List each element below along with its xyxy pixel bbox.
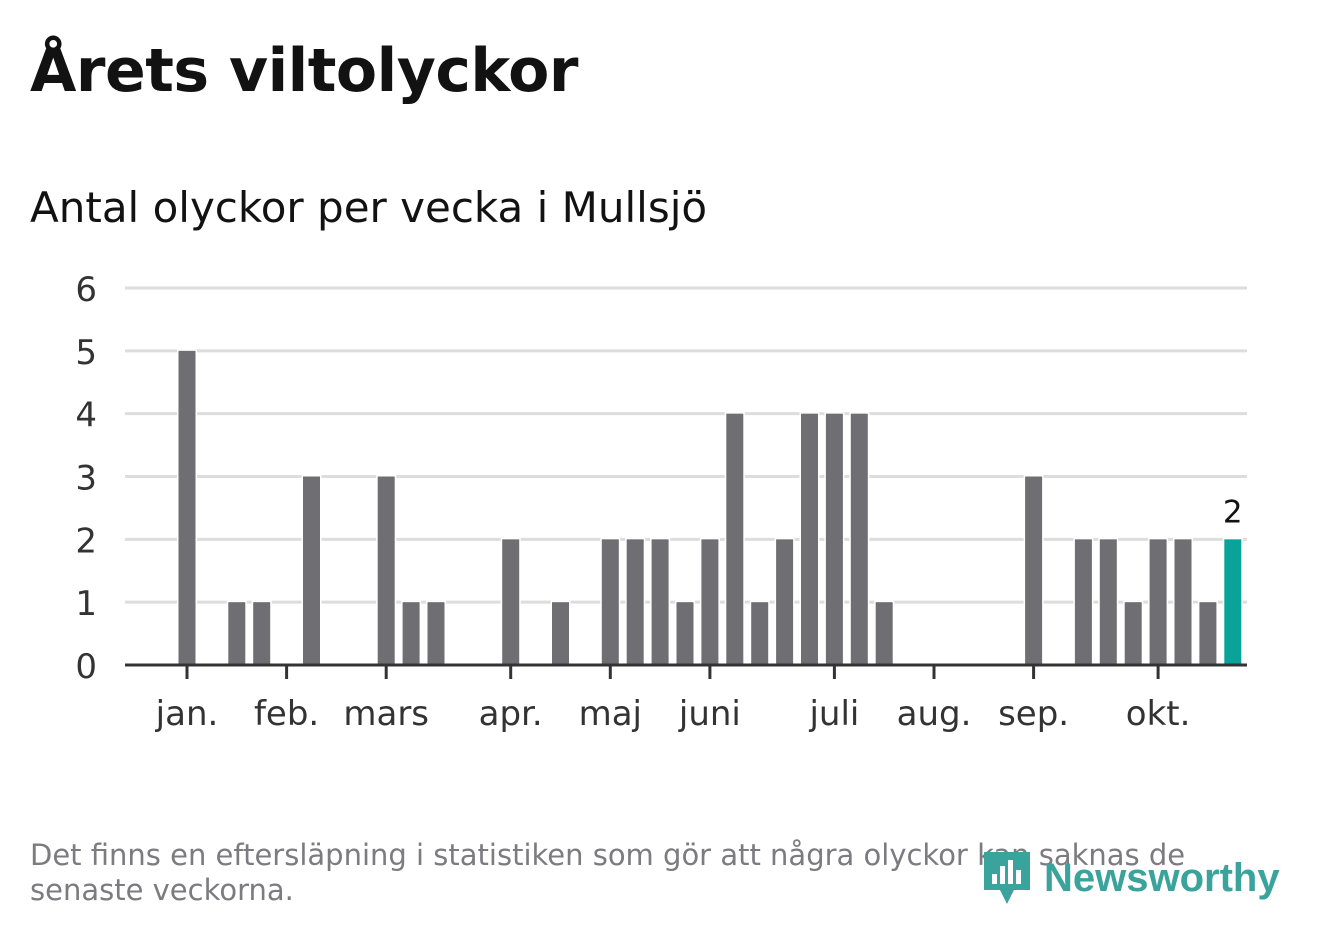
y-tick-label: 6 [75,270,97,310]
bar [675,600,695,667]
bar [1173,537,1193,667]
newsworthy-logo[interactable]: Newsworthy [980,846,1280,910]
x-tick-label: mars [343,694,429,734]
bar-highlight [1222,537,1243,667]
bar [849,412,870,667]
bar [1073,537,1094,667]
bar [774,537,795,667]
chart-subtitle: Antal olyckor per vecka i Mullsjö [30,183,708,232]
bar [426,600,446,667]
bar [1148,537,1169,667]
x-tick-label: aug. [897,694,972,734]
chart-title: Årets viltolyckor [30,36,579,106]
x-tick-label: sep. [998,694,1069,734]
y-tick-label: 5 [75,333,97,373]
axis-labels: 0 1 2 3 4 5 6 2 jan. feb. mars apr. maj juni juli aug. s… [75,270,1242,734]
x-tick-label: juni [678,694,741,734]
bar [600,537,621,667]
bar [550,600,571,667]
bar [177,349,197,667]
bar-chart: 0 1 2 3 4 5 6 2 jan. feb. mars apr. maj juni juli aug. s… [75,270,1247,734]
bar [874,600,895,667]
bar [650,537,671,667]
bar [749,600,770,667]
bar [500,537,521,667]
bar [226,600,247,667]
bar [625,537,646,667]
bar [724,412,745,667]
bar [301,475,322,667]
highlight-value-label: 2 [1223,494,1243,530]
logo-text: Newsworthy [1044,855,1280,900]
x-tick-label: feb. [254,694,319,734]
bar [1197,600,1218,667]
bar-chart-speech-bubble-icon [984,852,1030,904]
y-tick-label: 1 [75,584,97,624]
x-axis [125,663,1247,679]
y-tick-label: 4 [75,396,97,436]
bar [251,600,272,667]
bar [1123,600,1144,667]
bar [799,412,820,667]
bar [401,600,422,667]
bar [824,412,845,667]
y-tick-label: 0 [75,647,97,687]
x-tick-label: okt. [1126,694,1191,734]
x-tick-label: jan. [155,694,219,734]
y-tick-label: 2 [75,521,97,561]
x-tick-label: juli [808,694,859,734]
bars [177,349,1243,667]
bar [1098,537,1119,667]
bar [699,537,720,667]
bar [1023,475,1044,667]
bar [376,475,397,667]
x-tick-label: maj [579,694,642,734]
x-tick-label: apr. [479,694,543,734]
y-tick-label: 3 [75,459,97,499]
